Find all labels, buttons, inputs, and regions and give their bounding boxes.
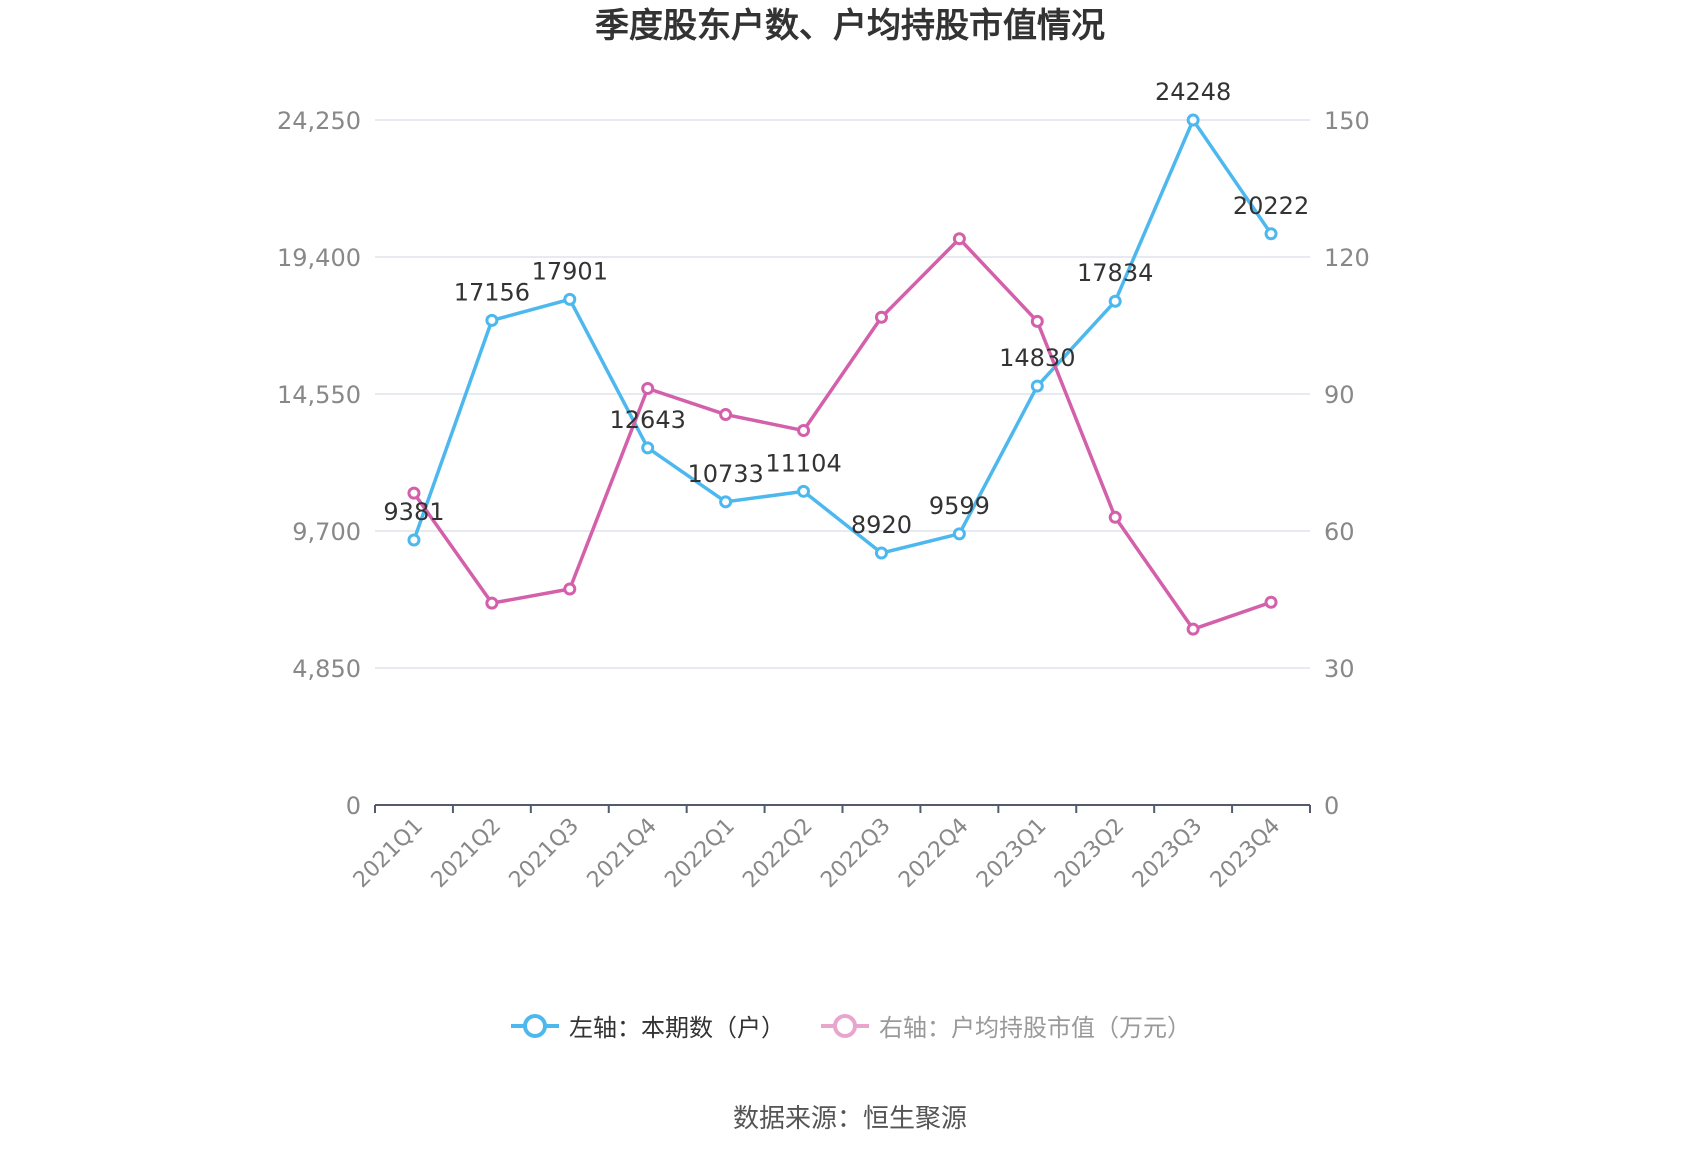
- y-left-tick-label: 0: [346, 792, 361, 820]
- series-point-right: [1030, 314, 1044, 328]
- chart-title: 季度股东户数、户均持股市值情况: [595, 6, 1105, 46]
- x-tick-label: 2022Q1: [660, 814, 739, 893]
- data-label: 17901: [532, 257, 608, 285]
- series-line-right: [412, 236, 1272, 631]
- series-point-left: [1264, 227, 1278, 241]
- series-point-right: [952, 232, 966, 246]
- legend-swatch-left-icon: [511, 1013, 559, 1038]
- data-label: 8920: [851, 511, 912, 539]
- series-point-left: [719, 495, 733, 509]
- series-point-right: [797, 424, 811, 438]
- x-tick-label: 2023Q1: [972, 814, 1051, 893]
- x-tick-label: 2022Q3: [816, 814, 895, 893]
- chart-plot: 0 0 4,850 30 9,700 60 14,550 90 19,400 120 24,250 1…: [277, 78, 1370, 893]
- data-label: 17156: [454, 278, 530, 306]
- legend-label-left: 左轴：本期数（户）: [569, 1014, 785, 1042]
- series-point-left: [874, 546, 888, 560]
- x-tick-label: 2022Q4: [894, 814, 973, 893]
- y-left-tick-label: 14,550: [277, 381, 361, 409]
- y-left-tick-label: 9,700: [292, 518, 361, 546]
- series-point-right: [641, 382, 655, 396]
- y-right-tick-label: 90: [1324, 381, 1355, 409]
- y-right-tick-label: 60: [1324, 518, 1355, 546]
- series-point-left: [485, 313, 499, 327]
- x-tick-label: 2021Q2: [427, 814, 506, 893]
- y-left-tick-label: 24,250: [277, 107, 361, 135]
- x-tick-label: 2021Q3: [505, 814, 584, 893]
- data-label: 9599: [929, 492, 990, 520]
- x-tick-label: 2023Q3: [1128, 814, 1207, 893]
- y-right-tick-label: 120: [1324, 244, 1370, 272]
- data-label: 20222: [1233, 192, 1309, 220]
- chart-legend: 左轴：本期数（户） 右轴：户均持股市值（万元）: [0, 1008, 1700, 1043]
- x-tick-label: 2022Q2: [738, 814, 817, 893]
- y-right-tick-label: 150: [1324, 107, 1370, 135]
- series-point-right: [1186, 622, 1200, 636]
- series-point-left: [563, 292, 577, 306]
- y-left-tick-label: 19,400: [277, 244, 361, 272]
- series-line-left: [412, 118, 1273, 555]
- y-right-tick-label: 0: [1324, 792, 1339, 820]
- x-tick-label: 2021Q1: [349, 814, 428, 893]
- y-right-tick-label: 30: [1324, 655, 1355, 683]
- x-tick-label: 2021Q4: [583, 814, 662, 893]
- data-source-note: 数据来源：恒生聚源: [732, 1104, 967, 1134]
- series-point-left: [1108, 294, 1122, 308]
- x-tick-label: 2023Q2: [1050, 814, 1129, 893]
- legend-item-right-axis[interactable]: 右轴：户均持股市值（万元）: [819, 1008, 1191, 1043]
- series-point-right: [563, 582, 577, 596]
- data-label: 17834: [1077, 259, 1153, 287]
- y-left-tick-label: 4,850: [292, 655, 361, 683]
- series-point-left: [952, 527, 966, 541]
- data-label: 14830: [999, 344, 1075, 372]
- series-point-right: [719, 408, 733, 422]
- series-point-right: [1264, 595, 1278, 609]
- series-point-right: [407, 486, 421, 500]
- legend-label-right: 右轴：户均持股市值（万元）: [879, 1014, 1191, 1042]
- series-point-right: [1108, 510, 1122, 524]
- legend-swatch-right-icon: [821, 1013, 869, 1038]
- data-label: 12643: [610, 406, 686, 434]
- data-label: 10733: [687, 460, 763, 488]
- data-label: 9381: [383, 498, 444, 526]
- data-label: 11104: [765, 449, 841, 477]
- series-point-right: [485, 596, 499, 610]
- series-point-right: [874, 310, 888, 324]
- series-point-left: [1186, 113, 1200, 127]
- data-label: 24248: [1155, 78, 1231, 106]
- series-point-left: [641, 441, 655, 455]
- legend-item-left-axis[interactable]: 左轴：本期数（户）: [509, 1008, 785, 1043]
- series-point-left: [797, 484, 811, 498]
- x-tick-label: 2023Q4: [1206, 814, 1285, 893]
- series-point-left: [1030, 379, 1044, 393]
- series-point-left: [407, 533, 421, 547]
